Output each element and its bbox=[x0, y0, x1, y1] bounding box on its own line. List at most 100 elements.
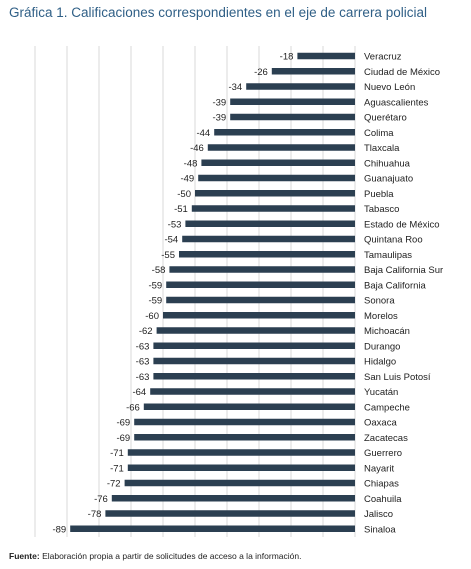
value-label: -55 bbox=[161, 250, 175, 261]
value-label: -71 bbox=[110, 463, 124, 474]
source-note: Fuente: Elaboración propia a partir de s… bbox=[9, 551, 301, 561]
category-label: Estado de México bbox=[364, 219, 440, 230]
category-label: Baja California bbox=[364, 280, 426, 291]
category-label: Colima bbox=[364, 128, 394, 139]
bar bbox=[127, 464, 355, 471]
bar bbox=[230, 98, 355, 105]
value-label: -51 bbox=[174, 204, 188, 215]
value-label: -72 bbox=[107, 479, 121, 490]
value-label: -49 bbox=[180, 174, 194, 185]
category-label: Guerrero bbox=[364, 448, 402, 459]
value-label: -48 bbox=[184, 158, 198, 169]
category-label: Campeche bbox=[364, 402, 410, 413]
category-label: Durango bbox=[364, 341, 400, 352]
category-label: Oaxaca bbox=[364, 418, 397, 429]
category-label: Tlaxcala bbox=[364, 143, 400, 154]
bar bbox=[214, 129, 355, 136]
value-label: -34 bbox=[228, 82, 242, 93]
bar bbox=[191, 205, 355, 212]
source-text: Elaboración propia a partir de solicitud… bbox=[39, 551, 302, 561]
category-label: Quintana Roo bbox=[364, 235, 423, 246]
bar bbox=[195, 190, 355, 197]
value-label: -69 bbox=[116, 433, 130, 444]
category-label: Hidalgo bbox=[364, 357, 396, 368]
bar bbox=[127, 449, 355, 456]
value-label: -63 bbox=[136, 372, 150, 383]
bars bbox=[70, 52, 356, 532]
category-label: Zacatecas bbox=[364, 433, 408, 444]
category-label: Michoacán bbox=[364, 326, 410, 337]
category-label: Chihuahua bbox=[364, 158, 411, 169]
bar bbox=[169, 266, 355, 273]
value-label: -58 bbox=[152, 265, 166, 276]
value-label: -46 bbox=[190, 143, 204, 154]
bar bbox=[70, 525, 355, 532]
bar bbox=[105, 510, 356, 517]
value-label: -39 bbox=[212, 97, 226, 108]
value-label: -59 bbox=[148, 296, 162, 307]
value-label: -89 bbox=[52, 524, 66, 535]
value-label: -54 bbox=[164, 235, 178, 246]
bar bbox=[153, 357, 355, 365]
value-label: -66 bbox=[126, 402, 140, 413]
value-label: -60 bbox=[145, 311, 159, 322]
value-label: -63 bbox=[136, 357, 150, 368]
bar bbox=[201, 159, 355, 166]
value-label: -59 bbox=[148, 280, 162, 291]
bar bbox=[124, 479, 355, 487]
bar bbox=[134, 434, 355, 441]
category-label: Chiapas bbox=[364, 479, 399, 490]
bar bbox=[297, 52, 355, 60]
bar bbox=[134, 418, 355, 426]
category-label: Querétaro bbox=[364, 113, 407, 124]
category-label: Guanajuato bbox=[364, 174, 413, 185]
bar bbox=[198, 174, 355, 182]
bar bbox=[163, 312, 355, 319]
bar bbox=[156, 327, 355, 334]
category-label: Jalisco bbox=[364, 509, 393, 520]
bar bbox=[153, 342, 355, 349]
labels: -18 Veracruz -26 Ciudad de México -34 Nuevo L… bbox=[52, 52, 443, 536]
bar bbox=[182, 235, 355, 243]
category-label: Veracruz bbox=[364, 52, 402, 63]
bar bbox=[150, 388, 355, 395]
category-label: Ciudad de México bbox=[364, 67, 440, 78]
bar bbox=[153, 373, 355, 380]
value-label: -26 bbox=[254, 67, 268, 78]
value-label: -71 bbox=[110, 448, 124, 459]
bar bbox=[179, 251, 355, 258]
category-label: Sonora bbox=[364, 296, 395, 307]
value-label: -69 bbox=[116, 418, 130, 429]
category-label: Baja California Sur bbox=[364, 265, 443, 276]
bar bbox=[166, 281, 355, 288]
value-label: -63 bbox=[136, 341, 150, 352]
bar bbox=[166, 296, 355, 304]
category-label: Morelos bbox=[364, 311, 398, 322]
bar bbox=[246, 83, 355, 90]
category-label: Puebla bbox=[364, 189, 394, 200]
bar bbox=[185, 220, 355, 227]
value-label: -64 bbox=[132, 387, 146, 398]
value-label: -18 bbox=[280, 52, 294, 63]
category-label: Yucatán bbox=[364, 387, 398, 398]
category-label: Tamaulipas bbox=[364, 250, 412, 261]
bar bbox=[271, 68, 355, 75]
category-label: Nayarit bbox=[364, 463, 394, 474]
bar bbox=[111, 495, 355, 502]
category-label: Coahuila bbox=[364, 494, 402, 505]
source-label: Fuente: bbox=[9, 551, 40, 561]
value-label: -39 bbox=[212, 113, 226, 124]
value-label: -44 bbox=[196, 128, 210, 139]
category-label: Sinaloa bbox=[364, 524, 396, 535]
category-label: Nuevo León bbox=[364, 82, 415, 93]
value-label: -76 bbox=[94, 494, 108, 505]
value-label: -50 bbox=[177, 189, 191, 200]
value-label: -62 bbox=[139, 326, 153, 337]
chart-title: Gráfica 1. Calificaciones correspondient… bbox=[9, 5, 427, 20]
bar bbox=[207, 144, 355, 151]
category-label: Tabasco bbox=[364, 204, 399, 215]
value-label: -53 bbox=[168, 219, 182, 230]
value-label: -78 bbox=[88, 509, 102, 520]
bar bbox=[143, 403, 355, 410]
